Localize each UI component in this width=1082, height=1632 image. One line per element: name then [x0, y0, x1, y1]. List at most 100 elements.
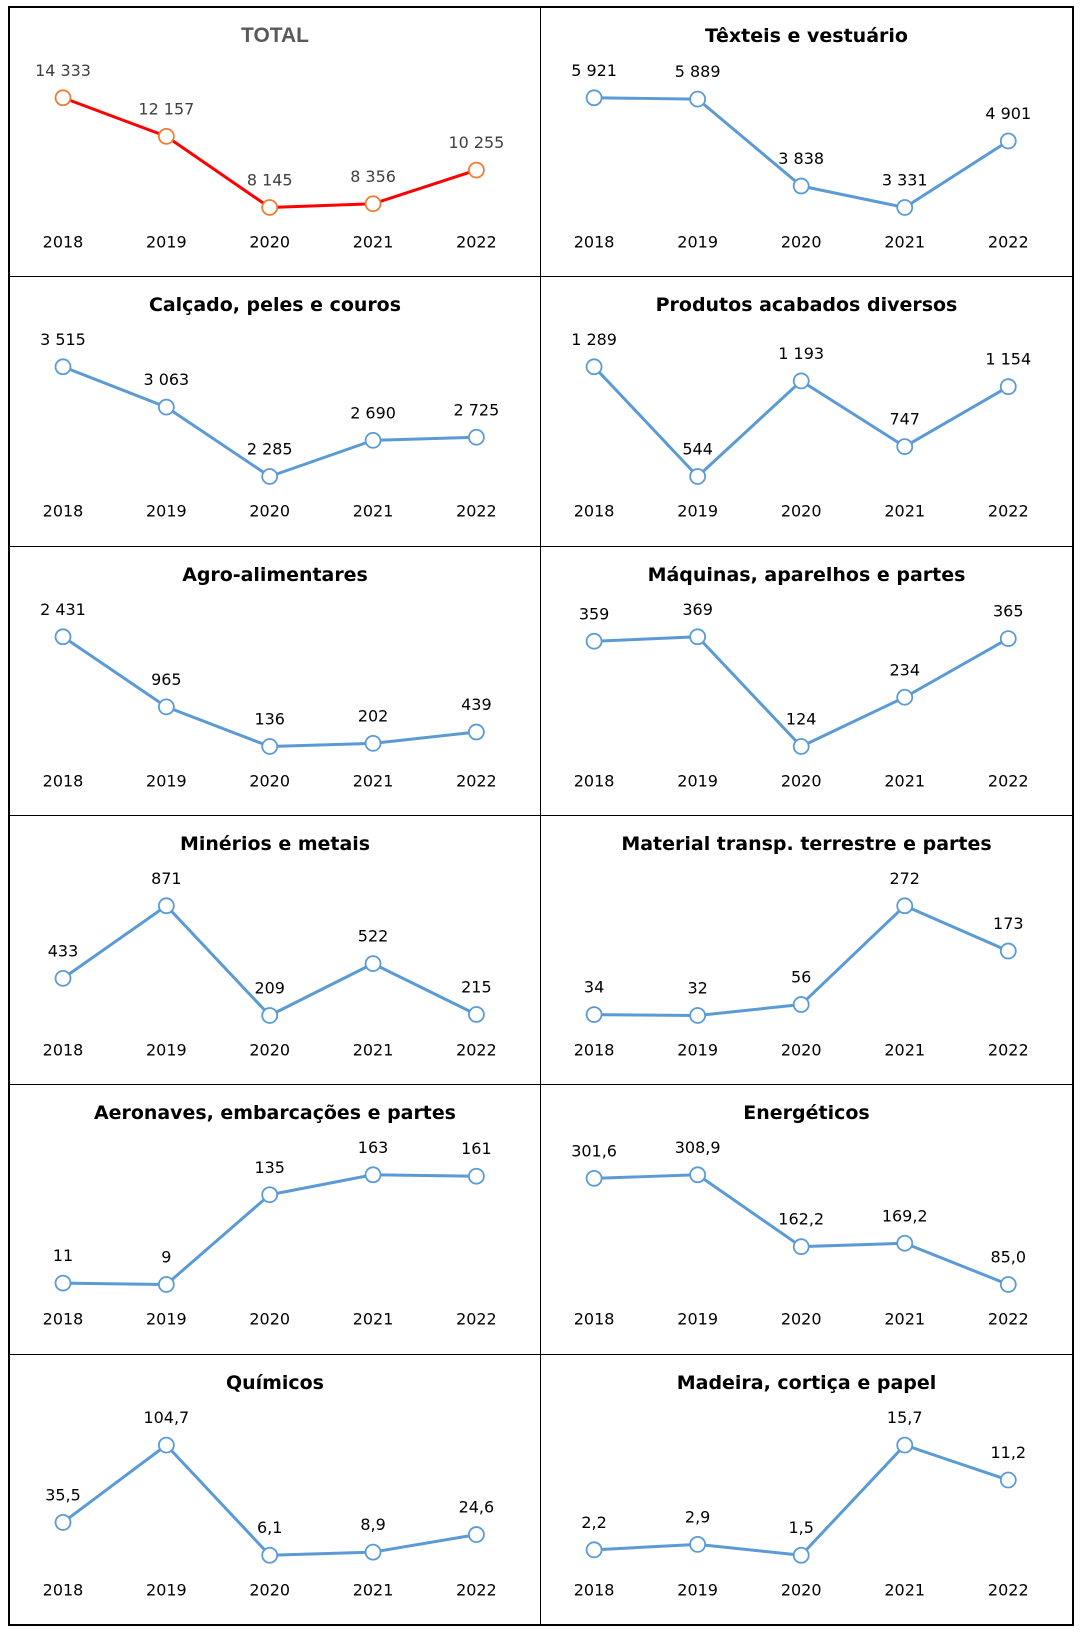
data-point: [792, 996, 810, 1013]
data-point: [261, 1007, 279, 1024]
x-tick-label: 2022: [988, 232, 1029, 251]
chart-svg-0: TOTAL 14 333 2018 12 157 2019 8 145 2020 8 356 2…: [35, 24, 504, 251]
data-label: 56: [791, 968, 811, 987]
data-label: 136: [254, 709, 284, 728]
data-label: 439: [461, 695, 491, 714]
x-tick-label: 2018: [574, 1040, 615, 1059]
data-label: 8,9: [360, 1515, 385, 1534]
chart-svg-7: Material transp. terrestre e partes 34 201…: [574, 833, 1029, 1059]
x-tick-label: 2018: [574, 771, 615, 790]
data-point: [999, 1276, 1017, 1294]
chart-svg-9: Energéticos 301,6 2018 308,9 2019 162,2 2020 16…: [571, 1102, 1028, 1329]
data-label: 3 838: [778, 149, 824, 168]
data-point: [261, 1546, 279, 1564]
data-label: 1 154: [985, 350, 1031, 369]
x-tick-label: 2020: [781, 232, 822, 251]
x-tick-label: 2020: [781, 771, 822, 790]
data-label: 5 889: [675, 62, 721, 81]
x-tick-label: 2019: [677, 502, 718, 521]
data-point: [157, 698, 175, 715]
chart-title: Aeronaves, embarcações e partes: [94, 1102, 456, 1124]
chart-svg-6: Minérios e metais 433 2018 871 2019 209 2020 52…: [43, 833, 497, 1059]
data-point: [468, 429, 485, 446]
x-tick-label: 2019: [677, 1310, 718, 1329]
data-label: 24,6: [459, 1497, 495, 1516]
data-label: 871: [151, 869, 181, 888]
data-point: [54, 358, 72, 376]
data-label: 10 255: [448, 133, 504, 152]
data-label: 4 901: [985, 104, 1031, 123]
data-point: [585, 89, 603, 107]
x-tick-label: 2020: [249, 1040, 290, 1059]
x-tick-label: 2019: [146, 232, 187, 251]
data-label: 11: [53, 1246, 73, 1265]
x-tick-label: 2019: [677, 1040, 718, 1059]
x-tick-label: 2021: [884, 1040, 925, 1059]
x-tick-label: 2022: [456, 771, 497, 790]
chart-svg-5: Máquinas, aparelhos e partes 359 2018 369 20…: [574, 564, 1029, 790]
data-point: [157, 1276, 175, 1294]
data-label: 3 515: [40, 330, 86, 349]
chart-svg-3: Produtos acabados diversos 1 289 2018 544 20…: [571, 294, 1031, 521]
chart-panel-11: Madeira, cortiça e papel 2,2 2018 2,9 2019 1,…: [541, 1355, 1072, 1624]
x-tick-label: 2022: [456, 1040, 497, 1059]
chart-title: Têxteis e vestuário: [705, 25, 908, 47]
data-label: 3 331: [882, 171, 928, 190]
chart-panel-8: Aeronaves, embarcações e partes 11 2018 9 20…: [10, 1085, 541, 1355]
data-label: 3 063: [144, 370, 190, 389]
chart-svg-11: Madeira, cortiça e papel 2,2 2018 2,9 2019 1,…: [574, 1372, 1029, 1599]
x-tick-label: 2022: [456, 502, 497, 521]
chart-svg-1: Têxteis e vestuário 5 921 2018 5 889 2019 3 8…: [571, 25, 1031, 251]
data-label: 5 921: [571, 61, 617, 80]
chart-title: Madeira, cortiça e papel: [677, 1372, 936, 1394]
data-label: 35,5: [45, 1485, 81, 1504]
x-tick-label: 2021: [884, 1580, 925, 1599]
data-label: 369: [682, 600, 713, 619]
data-label: 15,7: [887, 1408, 923, 1427]
data-point: [792, 177, 810, 195]
data-point: [261, 1186, 279, 1204]
x-tick-label: 2019: [146, 1040, 187, 1059]
chart-svg-8: Aeronaves, embarcações e partes 11 2018 9 20…: [43, 1102, 497, 1328]
data-label: 234: [889, 660, 920, 679]
series-line: [594, 1443, 1009, 1557]
data-label: 173: [993, 914, 1024, 933]
x-tick-label: 2018: [574, 1310, 615, 1329]
data-point: [261, 199, 279, 216]
data-label: 365: [993, 601, 1024, 620]
data-point: [585, 358, 603, 376]
x-tick-label: 2022: [988, 1040, 1029, 1059]
data-label: 2 285: [247, 440, 293, 459]
data-label: 965: [151, 670, 181, 689]
data-label: 9: [161, 1248, 171, 1267]
data-label: 14 333: [35, 61, 91, 80]
data-label: 2 725: [454, 401, 500, 420]
chart-panel-0: TOTAL 14 333 2018 12 157 2019 8 145 2020 8 356 2…: [10, 8, 541, 278]
data-label: 544: [682, 440, 713, 459]
data-label: 1,5: [788, 1518, 813, 1537]
data-point: [468, 161, 485, 179]
data-point: [999, 629, 1017, 647]
data-label: 85,0: [990, 1248, 1026, 1267]
data-point: [689, 90, 707, 108]
x-tick-label: 2020: [249, 1580, 290, 1599]
x-tick-label: 2020: [781, 502, 822, 521]
data-point: [261, 468, 279, 486]
x-tick-label: 2022: [456, 1580, 497, 1599]
x-tick-label: 2018: [574, 502, 615, 521]
data-label: 215: [461, 978, 491, 997]
x-tick-label: 2019: [146, 771, 187, 790]
data-point: [364, 734, 382, 752]
chart-panel-9: Energéticos 301,6 2018 308,9 2019 162,2 2020 16…: [541, 1085, 1072, 1355]
data-point: [689, 628, 707, 645]
x-tick-label: 2018: [43, 1580, 84, 1599]
data-label: 104,7: [144, 1408, 190, 1427]
data-point: [364, 955, 382, 973]
data-point: [999, 378, 1017, 396]
data-label: 162,2: [778, 1210, 824, 1229]
data-point: [261, 737, 279, 755]
x-tick-label: 2021: [353, 771, 394, 790]
chart-title: Minérios e metais: [180, 833, 370, 855]
x-tick-label: 2022: [456, 232, 497, 251]
data-point: [54, 1513, 72, 1531]
